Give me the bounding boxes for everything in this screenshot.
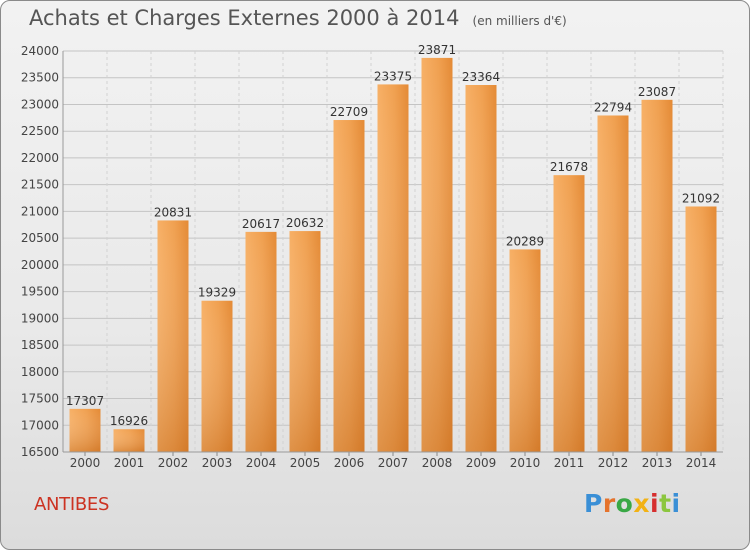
y-tick-label: 19000: [21, 311, 59, 325]
y-tick-label: 20500: [21, 231, 59, 245]
bar-value-label: 16926: [110, 414, 148, 428]
bar-value-label: 23364: [462, 70, 500, 84]
bar-value-label: 17307: [66, 394, 104, 408]
bar-value-label: 19329: [198, 286, 236, 300]
bar-shade: [465, 85, 497, 453]
y-tick-label: 22500: [21, 124, 59, 138]
bar-shade: [641, 99, 673, 452]
bar-shade: [201, 300, 233, 452]
bar-value-label: 21092: [682, 191, 720, 205]
logo-letter: x: [633, 489, 650, 518]
bar-shade: [597, 115, 629, 452]
x-tick-label: 2013: [642, 456, 673, 470]
y-tick-label: 23500: [21, 71, 59, 85]
bar-shade: [157, 220, 189, 452]
y-tick-label: 21000: [21, 204, 59, 218]
y-tick-label: 24000: [21, 44, 59, 58]
y-tick-label: 17500: [21, 392, 59, 406]
bar-shade: [333, 120, 365, 453]
bar-value-label: 23375: [374, 69, 412, 83]
x-tick-label: 2001: [114, 456, 145, 470]
x-tick-label: 2010: [510, 456, 541, 470]
bar-value-label: 20289: [506, 234, 544, 248]
logo-letter: o: [615, 489, 634, 518]
bar-value-label: 20632: [286, 216, 324, 230]
x-tick-label: 2004: [246, 456, 277, 470]
x-tick-label: 2005: [290, 456, 321, 470]
chart-title: Achats et Charges Externes 2000 à 2014: [29, 6, 460, 30]
proxiti-logo: Proxiti: [584, 489, 681, 518]
x-tick-label: 2007: [378, 456, 409, 470]
bar-shade: [69, 408, 101, 452]
bar-value-label: 21678: [550, 160, 588, 174]
y-tick-label: 17000: [21, 418, 59, 432]
bar-value-label: 23087: [638, 85, 676, 99]
y-tick-label: 19500: [21, 285, 59, 299]
bar-value-label: 20617: [242, 217, 280, 231]
bar-shade: [377, 84, 409, 453]
y-tick-label: 20000: [21, 258, 59, 272]
y-tick-label: 16500: [21, 445, 59, 459]
y-tick-label: 22000: [21, 151, 59, 165]
x-tick-label: 2009: [466, 456, 497, 470]
bar-shade: [421, 57, 453, 452]
logo-letter: t: [659, 489, 672, 518]
x-tick-label: 2008: [422, 456, 453, 470]
logo-letter: r: [602, 489, 616, 518]
x-tick-label: 2011: [554, 456, 585, 470]
chart-subtitle: (en milliers d'€): [472, 14, 567, 28]
x-tick-label: 2000: [70, 456, 101, 470]
bar-shade: [509, 249, 541, 452]
logo-letter: P: [584, 489, 603, 518]
x-tick-label: 2014: [686, 456, 717, 470]
bar-value-label: 20831: [154, 205, 192, 219]
x-tick-label: 2003: [202, 456, 233, 470]
logo-letter: i: [650, 489, 660, 518]
bar-value-label: 23871: [418, 43, 456, 57]
bar-shade: [553, 175, 585, 452]
y-tick-label: 18500: [21, 338, 59, 352]
logo-letter: i: [671, 489, 681, 518]
y-tick-label: 18000: [21, 365, 59, 379]
bar-shade: [245, 231, 277, 452]
city-name: ANTIBES: [34, 494, 110, 515]
x-tick-label: 2012: [598, 456, 629, 470]
bar-shade: [289, 231, 321, 452]
bar-value-label: 22794: [594, 100, 632, 114]
bar-shade: [113, 429, 145, 452]
bar-value-label: 22709: [330, 105, 368, 119]
x-tick-label: 2002: [158, 456, 189, 470]
y-tick-label: 23000: [21, 97, 59, 111]
bar-shade: [685, 206, 717, 452]
x-tick-label: 2006: [334, 456, 365, 470]
y-tick-label: 21500: [21, 178, 59, 192]
title-row: Achats et Charges Externes 2000 à 2014 (…: [29, 6, 567, 30]
